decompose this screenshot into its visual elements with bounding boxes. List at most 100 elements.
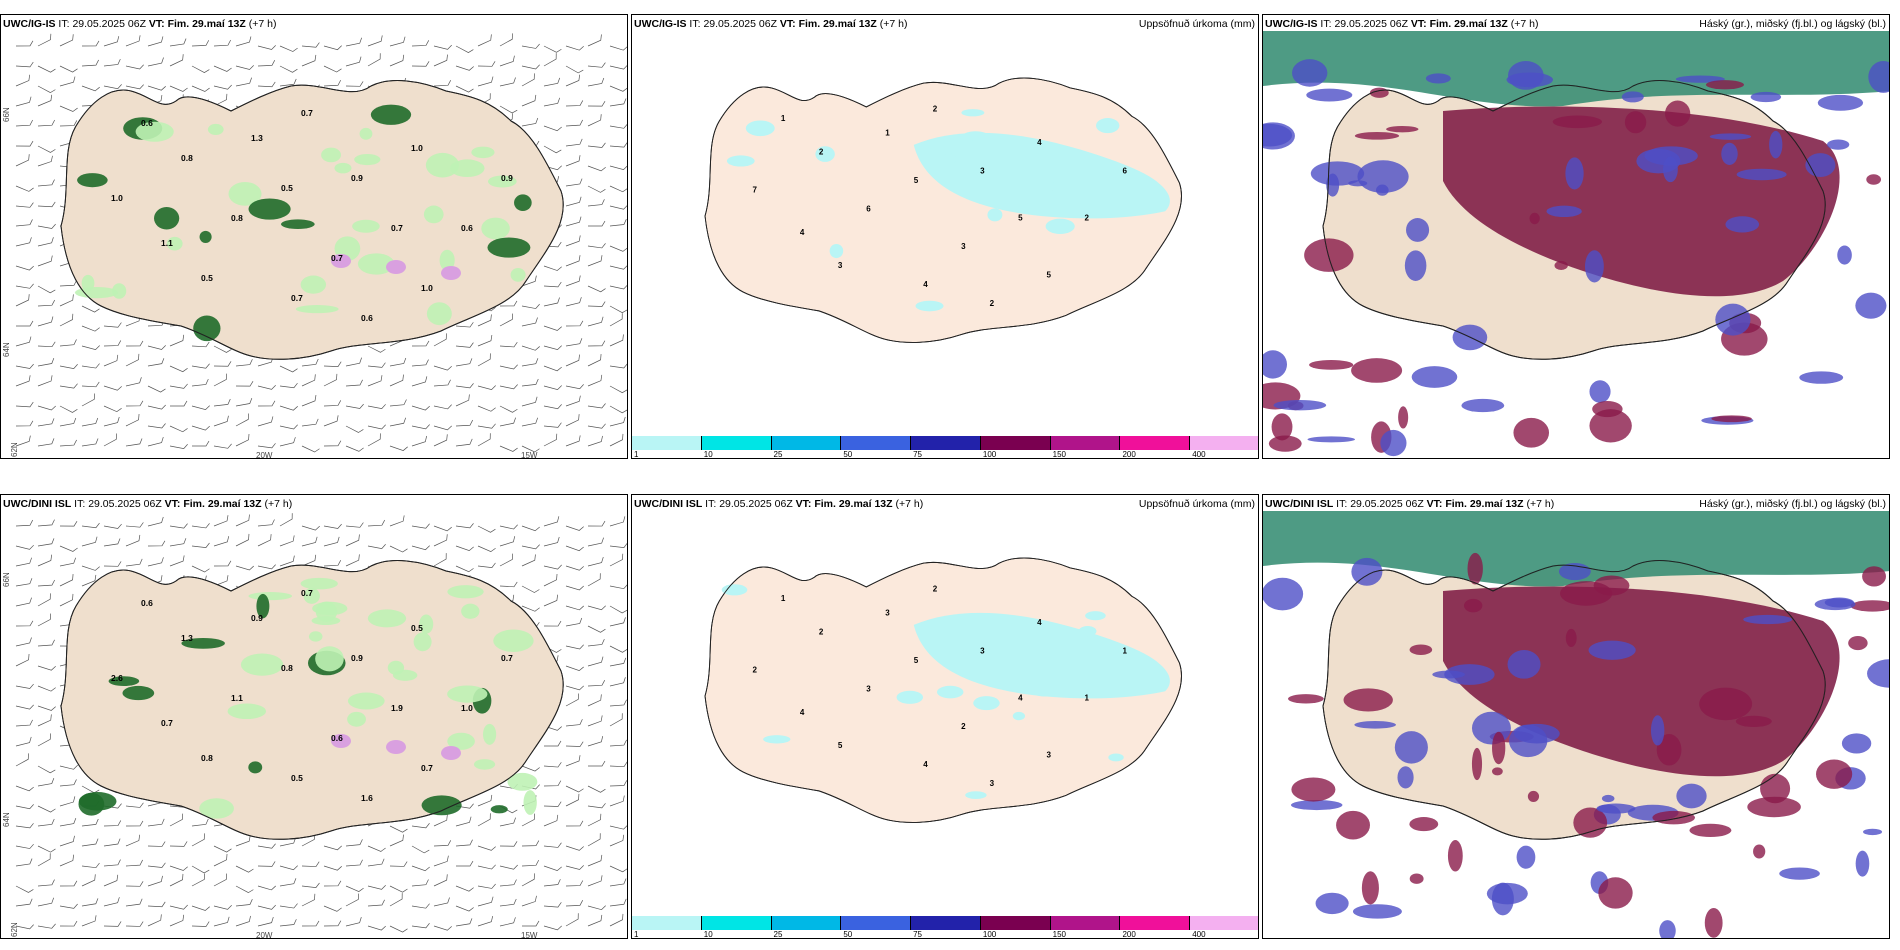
wind-barb bbox=[169, 904, 188, 910]
low-cloud bbox=[1354, 131, 1400, 140]
wind-barb bbox=[477, 334, 493, 347]
precip-cell bbox=[493, 629, 534, 652]
wind-barb bbox=[565, 216, 582, 227]
wind-barb bbox=[587, 101, 606, 107]
wind-barb bbox=[345, 917, 362, 927]
colorbar-tick: 200 bbox=[1122, 450, 1136, 459]
wind-barb bbox=[411, 923, 430, 929]
value-label: 0.8 bbox=[201, 753, 213, 763]
value-label: 3 bbox=[885, 608, 890, 617]
wind-barb bbox=[235, 514, 250, 527]
wind-barb bbox=[389, 861, 408, 867]
value-label: 1.0 bbox=[421, 283, 433, 293]
wind-barb bbox=[15, 719, 33, 727]
precip-cell bbox=[300, 577, 338, 590]
low-cloud bbox=[1601, 794, 1615, 803]
wind-barb bbox=[81, 381, 100, 388]
wind-barb bbox=[81, 818, 99, 827]
low-cloud bbox=[1711, 415, 1752, 423]
precip-cell bbox=[303, 587, 320, 604]
wind-barb bbox=[213, 873, 227, 887]
wind-barb bbox=[15, 435, 31, 447]
wind-barb bbox=[59, 817, 77, 827]
wind-barb bbox=[147, 875, 163, 887]
iceland-land bbox=[60, 80, 564, 360]
wind-barb bbox=[609, 713, 623, 727]
wind-barb bbox=[81, 345, 100, 350]
wind-barb bbox=[587, 340, 606, 347]
heavy-precip-cell bbox=[441, 266, 461, 280]
wind-barb bbox=[59, 364, 78, 370]
value-label: 1.1 bbox=[161, 238, 173, 248]
wind-barb bbox=[565, 644, 584, 650]
wind-barb bbox=[477, 385, 496, 390]
wind-barb bbox=[609, 584, 627, 590]
wind-barb bbox=[609, 824, 627, 830]
wind-barb bbox=[609, 313, 623, 327]
value-label: 0.5 bbox=[291, 773, 303, 783]
wind-barb bbox=[455, 394, 470, 407]
wind-barb bbox=[587, 185, 606, 193]
value-label: 0.7 bbox=[161, 718, 173, 728]
wind-barb bbox=[59, 76, 76, 87]
wind-barb bbox=[279, 535, 295, 547]
lat-label-66: 66N bbox=[2, 572, 11, 587]
colorbar-swatch bbox=[841, 916, 912, 930]
value-label: 2 bbox=[752, 665, 757, 674]
value-label: 3 bbox=[990, 779, 995, 788]
wind-barb bbox=[433, 855, 449, 867]
precip-cell bbox=[199, 798, 234, 819]
wind-barb bbox=[235, 565, 254, 571]
low-cloud bbox=[1760, 773, 1791, 804]
low-cloud bbox=[1589, 409, 1632, 443]
wind-barb bbox=[125, 859, 143, 867]
lat-label-62: 62N bbox=[10, 442, 19, 457]
wind-barb bbox=[279, 405, 298, 411]
wind-barb bbox=[15, 140, 34, 147]
panel-title: UWC/IG-IS IT: 29.05.2025 06Z VT: Fim. 29… bbox=[3, 18, 277, 30]
wind-barb bbox=[521, 358, 539, 367]
low-cloud bbox=[1841, 733, 1872, 754]
wind-barb bbox=[213, 373, 228, 387]
wind-barb bbox=[103, 84, 122, 90]
wind-barb bbox=[279, 365, 298, 373]
wind-barb bbox=[103, 340, 122, 347]
wind-barb bbox=[125, 820, 144, 827]
wind-barb bbox=[169, 865, 188, 871]
wind-barb bbox=[213, 904, 232, 910]
wind-barb bbox=[169, 54, 184, 67]
precip-cell bbox=[228, 182, 262, 206]
colorbar-swatch bbox=[771, 916, 842, 930]
value-label: 0.7 bbox=[391, 223, 403, 233]
wind-barb bbox=[37, 65, 56, 73]
wind-barb bbox=[345, 56, 362, 67]
wind-barb bbox=[15, 804, 34, 810]
low-cloud bbox=[1326, 173, 1340, 197]
wind-barb bbox=[499, 524, 518, 530]
wind-barb bbox=[543, 594, 558, 607]
wind-barb bbox=[609, 699, 627, 707]
wind-barb bbox=[587, 285, 606, 293]
wind-barb bbox=[521, 585, 540, 593]
wind-barb bbox=[389, 825, 408, 833]
panel-title: UWC/DINI ISL IT: 29.05.2025 06Z VT: Fim.… bbox=[1265, 498, 1555, 510]
precip-cell bbox=[367, 609, 407, 628]
precip-cell bbox=[965, 791, 987, 799]
wind-barb bbox=[433, 840, 452, 847]
low-cloud bbox=[1508, 724, 1548, 758]
wind-barb bbox=[191, 523, 210, 529]
mid-cloud bbox=[1443, 106, 1840, 297]
colorbar-swatch bbox=[1050, 436, 1121, 450]
cloud-map bbox=[1263, 511, 1889, 938]
wind-barb bbox=[543, 53, 557, 67]
wind-barb bbox=[323, 65, 342, 73]
low-cloud bbox=[1309, 359, 1354, 370]
low-cloud bbox=[1862, 566, 1886, 587]
precip-cell bbox=[439, 249, 455, 271]
wind-barb bbox=[367, 362, 386, 368]
panel-title: UWC/IG-IS IT: 29.05.2025 06Z VT: Fim. 29… bbox=[634, 18, 908, 30]
wind-barb bbox=[125, 64, 144, 70]
precip-cell bbox=[745, 120, 775, 137]
colorbar-tick: 25 bbox=[773, 450, 783, 459]
wind-barb bbox=[15, 202, 34, 208]
